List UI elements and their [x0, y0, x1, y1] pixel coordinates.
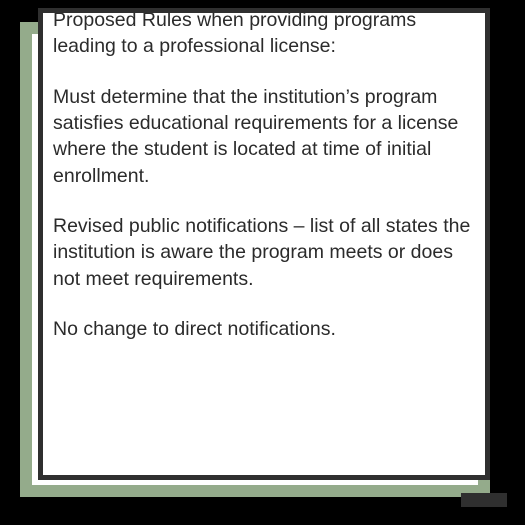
paragraph-determination: Must determine that the institution’s pr… [53, 84, 479, 189]
paragraph-intro: Proposed Rules when providing programs l… [53, 8, 479, 60]
content-frame: Proposed Rules when providing programs l… [38, 8, 490, 480]
paragraph-public-notifications: Revised public notifications – list of a… [53, 213, 479, 292]
corner-accent-bar [461, 493, 507, 507]
slide-stage: Proposed Rules when providing programs l… [0, 0, 525, 525]
paragraph-direct-notifications: No change to direct notifications. [53, 316, 479, 342]
content-block: Proposed Rules when providing programs l… [43, 8, 485, 342]
